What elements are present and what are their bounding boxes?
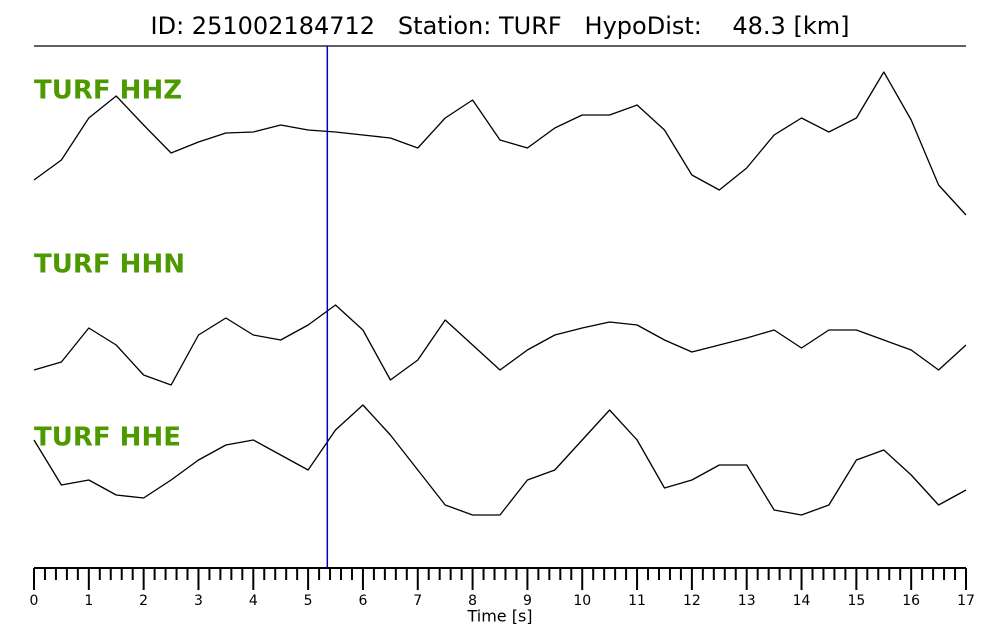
x-tick-label: 5 [304,593,313,609]
chart-title: ID: 251002184712 Station: TURF HypoDist:… [151,12,850,40]
x-tick-label: 12 [683,593,701,609]
x-tick-label: 2 [139,593,148,609]
x-tick-label: 9 [523,593,532,609]
trace-label: TURF HHN [34,250,185,280]
x-tick-label: 14 [793,593,811,609]
x-tick-label: 11 [628,593,646,609]
x-tick-label: 7 [413,593,422,609]
x-tick-label: 13 [738,593,756,609]
x-tick-label: 6 [358,593,367,609]
trace-label: TURF HHE [34,423,181,453]
x-axis-label: Time [s] [466,607,532,626]
x-tick-label: 15 [847,593,865,609]
x-tick-label: 0 [30,593,39,609]
x-tick-label: 3 [194,593,203,609]
trace-label: TURF HHZ [34,76,182,106]
trace [33,304,967,386]
x-tick-label: 8 [468,593,477,609]
x-tick-label: 4 [249,593,258,609]
x-tick-label: 10 [573,593,591,609]
trace [33,404,967,516]
x-tick-label: 16 [902,593,920,609]
x-tick-label: 17 [957,593,975,609]
trace [33,71,967,216]
x-tick-label: 1 [84,593,93,609]
